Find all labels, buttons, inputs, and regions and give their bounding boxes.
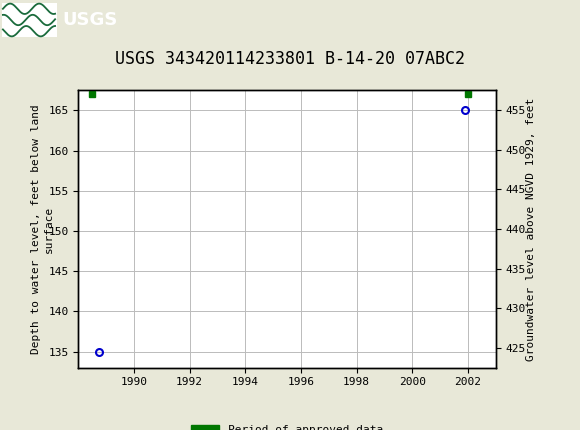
Text: USGS: USGS: [62, 11, 117, 29]
Text: USGS 343420114233801 B-14-20 07ABC2: USGS 343420114233801 B-14-20 07ABC2: [115, 50, 465, 68]
Y-axis label: Groundwater level above NGVD 1929, feet: Groundwater level above NGVD 1929, feet: [527, 97, 536, 361]
Bar: [2, 3, 57, 37]
Y-axis label: Depth to water level, feet below land
surface: Depth to water level, feet below land su…: [31, 104, 55, 354]
Legend: Period of approved data: Period of approved data: [187, 421, 387, 430]
